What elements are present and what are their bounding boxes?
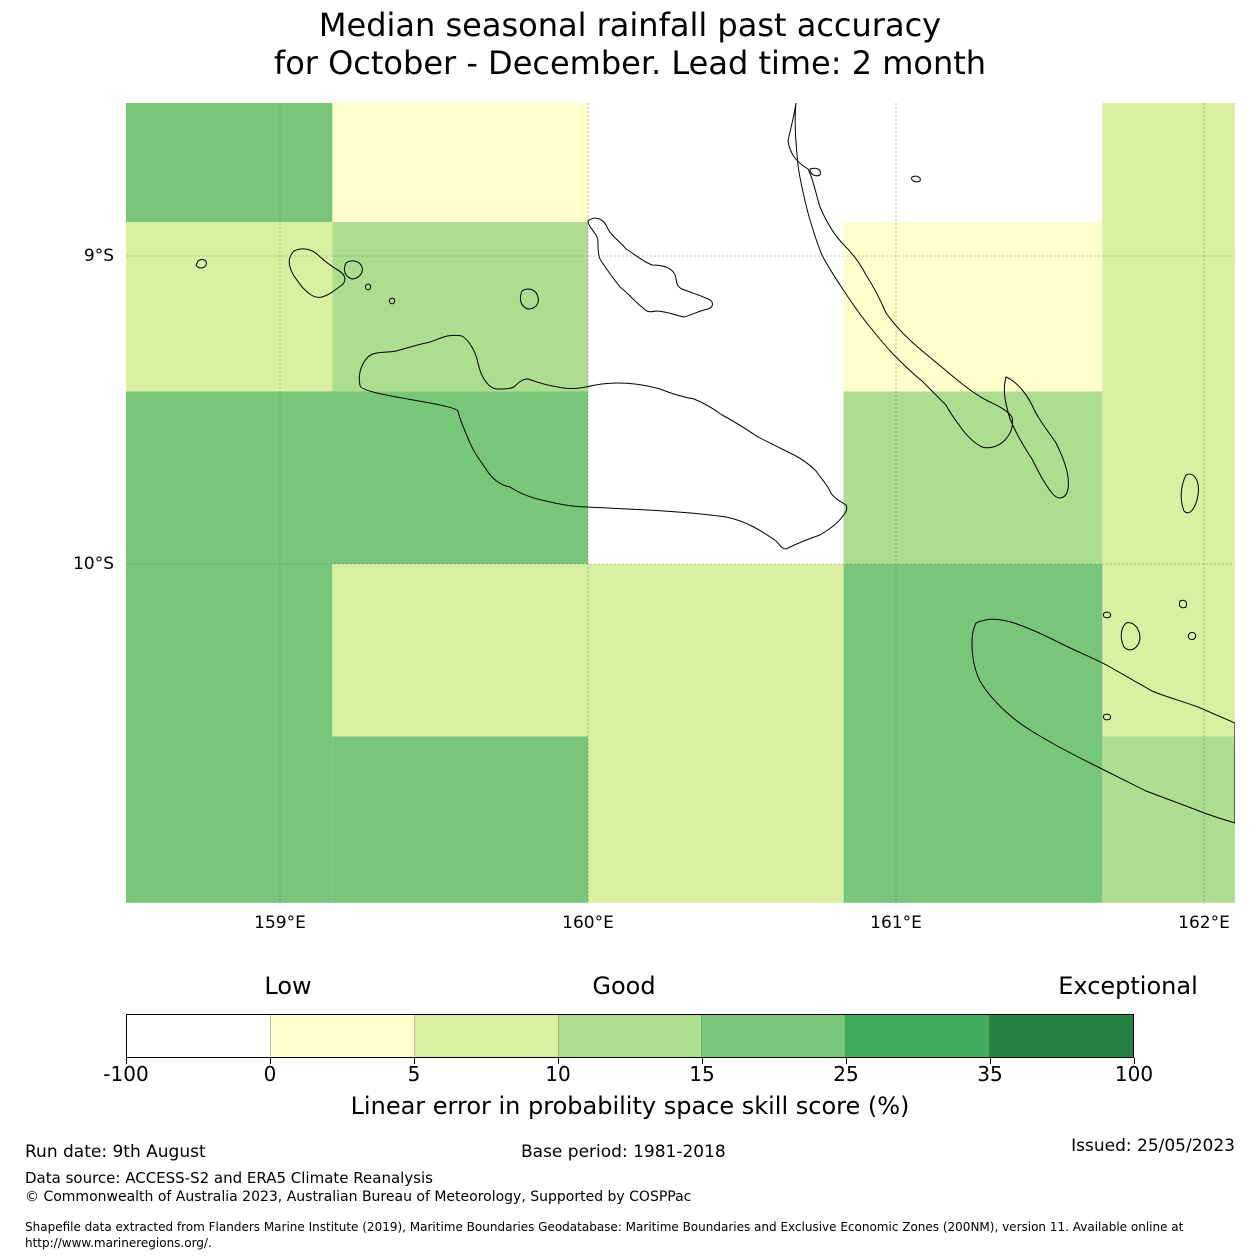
skill-cell-7 [843, 391, 1103, 564]
copyright-notice: © Commonwealth of Australia 2023, Austra… [25, 1189, 692, 1205]
issued-date: Issued: 25/05/2023 [1071, 1136, 1235, 1156]
colorbar-tick-mark [990, 1058, 991, 1064]
colorbar-tick-label: 35 [977, 1062, 1003, 1086]
colorbar-tick-label: 10 [545, 1062, 571, 1086]
colorbar-segment [846, 1015, 991, 1057]
colorbar-tick-mark [126, 1058, 127, 1064]
skill-cell-0 [126, 103, 333, 223]
skill-cell-11 [588, 564, 844, 903]
legend-exceptional-label: Exceptional [1058, 972, 1198, 1000]
shapefile-credit-line-2: http://www.marineregions.org/. [25, 1236, 212, 1250]
colorbar-tick-label: 15 [689, 1062, 715, 1086]
lon-label: 160°E [562, 913, 614, 933]
graticule [126, 103, 1235, 904]
colorbar-tick-label: 5 [407, 1062, 421, 1086]
colorbar-tick-mark [702, 1058, 703, 1064]
skill-grid-cells [126, 103, 1235, 903]
colorbar-segment [127, 1015, 271, 1057]
skill-cell-2 [126, 222, 333, 392]
coastline-islet-8 [1103, 713, 1111, 721]
skill-cell-4 [843, 222, 1103, 392]
coastline-islet-1 [365, 283, 372, 291]
coastline-malaita [787, 103, 1013, 449]
coastline-ugi [1120, 622, 1141, 651]
skill-cell-6 [126, 391, 588, 564]
lat-label: 9°S [83, 246, 114, 266]
coastline-santa-ana [1180, 473, 1199, 514]
coastline-islet-2 [389, 297, 396, 305]
skill-map [126, 103, 1235, 904]
title-line-2: for October - December. Lead time: 2 mon… [273, 44, 987, 82]
colorbar-tick-label: -100 [103, 1062, 149, 1086]
run-date: Run date: 9th August [25, 1142, 206, 1162]
data-source: Data source: ACCESS-S2 and ERA5 Climate … [25, 1169, 433, 1187]
title-line-1: Median seasonal rainfall past accuracy [318, 6, 942, 44]
lat-label: 10°S [73, 554, 114, 574]
skill-cell-10 [332, 736, 588, 903]
colorbar-tick-label: 25 [833, 1062, 859, 1086]
colorbar-tick-mark [558, 1058, 559, 1064]
skill-cell-5 [1102, 103, 1235, 737]
colorbar-tick-label: 0 [263, 1062, 277, 1086]
skill-cell-3 [332, 222, 588, 392]
lon-label: 161°E [870, 913, 922, 933]
colorbar-segment [702, 1015, 847, 1057]
colorbar-segment [414, 1015, 559, 1057]
colorbar [126, 1014, 1134, 1058]
colorbar-tick-mark [1134, 1058, 1135, 1064]
colorbar-segment [558, 1015, 703, 1057]
legend-good-label: Good [592, 972, 656, 1000]
colorbar-tick-mark [414, 1058, 415, 1064]
coastline-islet-7 [1187, 632, 1197, 640]
base-period: Base period: 1981-2018 [521, 1142, 726, 1162]
coastline-makira [971, 618, 1235, 824]
coastline-florida-islands [587, 217, 713, 318]
colorbar-label: Linear error in probability space skill … [350, 1092, 910, 1120]
skill-cell-12 [843, 564, 1103, 903]
coastline-islet-6 [1179, 599, 1187, 609]
map-area[interactable] [126, 103, 1235, 904]
colorbar-segment [270, 1015, 415, 1057]
colorbar-segment [990, 1015, 1134, 1057]
coastline-guadalcanal [358, 334, 848, 550]
coastline-savo [519, 288, 539, 310]
skill-cell-9 [332, 564, 588, 737]
coastline-russell-islands [288, 248, 346, 298]
colorbar-tick-mark [270, 1058, 271, 1064]
coastlines [195, 103, 1235, 824]
skill-cell-13 [1102, 736, 1235, 903]
coastline-islet-3 [809, 167, 821, 177]
colorbar-tick-label: 100 [1114, 1062, 1154, 1086]
coastline-islet-4 [911, 175, 921, 183]
chart-title: Median seasonal rainfall past accuracy f… [0, 6, 1260, 82]
coastline-islet-west [195, 259, 207, 269]
lon-label: 159°E [254, 913, 306, 933]
coastline-islet-5 [1103, 611, 1111, 619]
coastline-russell-islands-small [343, 260, 363, 280]
legend-low-label: Low [264, 972, 312, 1000]
lon-label: 162°E [1178, 913, 1230, 933]
coastline-small-malaita [1003, 376, 1069, 499]
skill-cell-8 [126, 564, 333, 903]
colorbar-tick-mark [846, 1058, 847, 1064]
shapefile-credit-line-1: Shapefile data extracted from Flanders M… [25, 1220, 1184, 1234]
skill-cell-1 [332, 103, 588, 223]
